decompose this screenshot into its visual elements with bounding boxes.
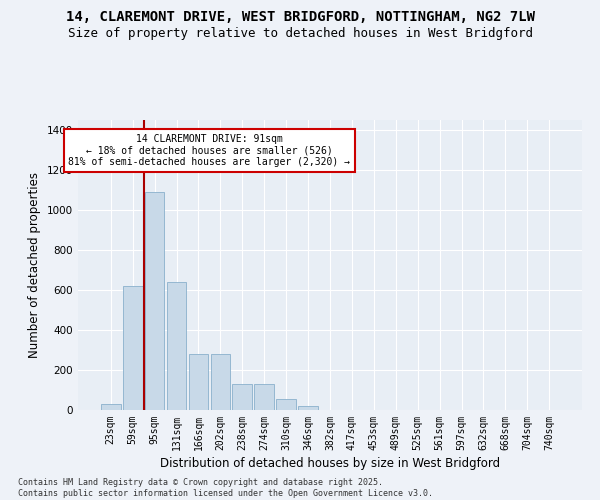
Bar bbox=[123, 286, 143, 410]
Bar bbox=[298, 406, 318, 410]
Bar bbox=[232, 384, 252, 410]
Y-axis label: Number of detached properties: Number of detached properties bbox=[28, 172, 41, 358]
Bar bbox=[211, 354, 230, 410]
Text: 14, CLAREMONT DRIVE, WEST BRIDGFORD, NOTTINGHAM, NG2 7LW: 14, CLAREMONT DRIVE, WEST BRIDGFORD, NOT… bbox=[65, 10, 535, 24]
Bar bbox=[254, 384, 274, 410]
Bar bbox=[276, 399, 296, 410]
Text: Size of property relative to detached houses in West Bridgford: Size of property relative to detached ho… bbox=[67, 28, 533, 40]
X-axis label: Distribution of detached houses by size in West Bridgford: Distribution of detached houses by size … bbox=[160, 457, 500, 470]
Text: 14 CLAREMONT DRIVE: 91sqm
← 18% of detached houses are smaller (526)
81% of semi: 14 CLAREMONT DRIVE: 91sqm ← 18% of detac… bbox=[68, 134, 350, 167]
Bar bbox=[145, 192, 164, 410]
Bar bbox=[101, 404, 121, 410]
Text: Contains HM Land Registry data © Crown copyright and database right 2025.
Contai: Contains HM Land Registry data © Crown c… bbox=[18, 478, 433, 498]
Bar bbox=[188, 354, 208, 410]
Bar bbox=[167, 282, 187, 410]
